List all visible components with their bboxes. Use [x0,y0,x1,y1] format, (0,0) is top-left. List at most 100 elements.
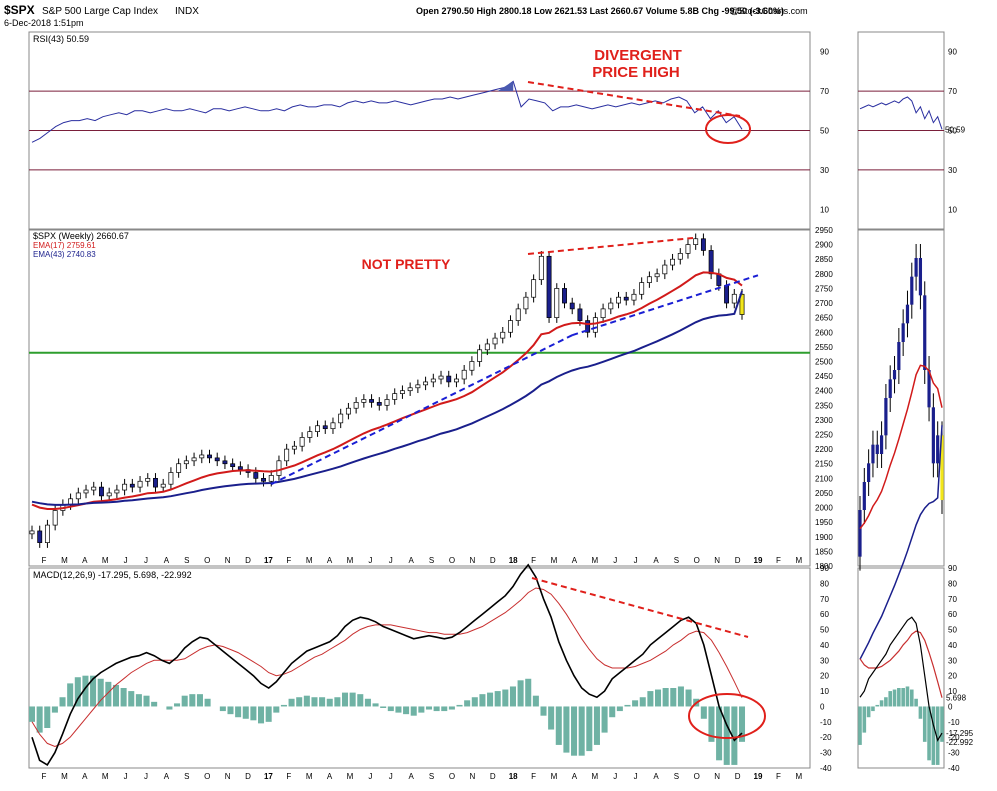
macd-tick-label: 40 [820,641,829,650]
candle-body [114,489,120,494]
price-x-label: O [694,556,700,565]
macd-histogram-bar [174,703,181,707]
macd-histogram-bar [578,706,585,756]
macd-x-label: F [286,772,291,781]
macd-histogram-bar [418,706,425,713]
macd-histogram-bar [624,704,631,707]
macd-histogram-bar [509,686,516,707]
macd-x-label: M [551,772,558,781]
rsi-zoom-tick-label: 90 [948,48,957,57]
macd-histogram-bar [471,697,478,707]
macd-histogram-bar [235,706,242,718]
price-tick-label: 2450 [815,372,833,381]
candle-body [268,475,274,482]
macd-zoom-tick-label: -40 [948,764,960,773]
zoom-macd-histogram-bar [935,706,940,765]
macd-histogram-bar [265,706,272,722]
zoom-macd-histogram-bar [914,698,918,707]
price-x-label: D [245,556,251,565]
candle-body [693,238,699,245]
macd-histogram-bar [311,697,318,707]
macd-tick-label: 80 [820,579,829,588]
macd-histogram-bar [135,694,142,707]
candle-body [99,486,104,497]
macd-x-label: J [124,772,128,781]
ema17-legend: EMA(17) 2759.61 [33,241,96,250]
macd-histogram-bar [219,706,226,712]
macd-histogram-bar [380,706,387,708]
candle-body [700,238,706,251]
macd-histogram-bar [487,692,494,707]
macd-histogram-bar [242,706,249,719]
macd-zoom-tick-label: 20 [948,672,957,681]
macd-zoom-tick-label: -20 [948,733,960,742]
macd-x-label: S [184,772,189,781]
price-x-label: F [776,556,781,565]
rsi-zoom-tick-label: 50 [948,127,957,136]
macd-histogram-bar [258,706,265,724]
macd-x-label: 18 [509,772,518,781]
price-x-label: M [551,556,558,565]
zoom-candle-body [892,370,897,380]
macd-tick-label: 30 [820,656,829,665]
price-x-label: A [164,556,170,565]
macd-histogram-bar [112,684,119,707]
macd-zoom-tick-label: 40 [948,641,957,650]
macd-zoom-tick-label: 70 [948,595,957,604]
zoom-candle-body [940,435,944,501]
candle-body [214,457,220,462]
zoom-candle-body [875,444,879,454]
macd-histogram-bar [204,698,211,707]
macd-x-label: O [204,772,210,781]
macd-histogram-bar [143,695,150,707]
price-x-label: N [470,556,476,565]
zoom-ema43-line [859,425,943,660]
zoom-candle-body [862,482,866,510]
zoom-macd-histogram-bar [931,706,936,765]
candle-body [392,393,398,400]
macd-tick-label: -10 [820,718,832,727]
macd-signal-line [31,587,743,748]
macd-zoom-tick-label: 50 [948,626,957,635]
candle-body [554,288,560,319]
macd-histogram-bar [44,706,51,728]
candle-body [461,369,467,380]
macd-histogram-bar [571,706,578,756]
macd-x-label: M [347,772,354,781]
candle-body [415,384,421,389]
macd-histogram-bar [723,706,730,765]
macd-histogram-bar [670,688,677,707]
price-x-label: N [225,556,231,565]
macd-histogram-bar [74,677,81,707]
zoom-macd-histogram-bar [866,706,871,718]
macd-zoom-tick-label: 30 [948,656,957,665]
macd-x-label: M [795,772,802,781]
candle-body [438,375,444,380]
macd-last-value: -22.992 [946,738,974,747]
macd-histogram-bar [647,691,654,707]
macd-histogram-bar [151,701,158,707]
macd-histogram-bar [387,706,394,712]
macd-histogram-bar [731,706,738,765]
macd-x-label: D [735,772,741,781]
candle-body [153,477,158,488]
candle-body [52,510,58,526]
macd-histogram-bar [105,681,112,707]
candle-body [423,381,429,386]
price-x-label: J [368,556,372,565]
macd-histogram-bar [548,706,555,730]
rsi-title: RSI(43) 50.59 [33,34,89,44]
price-x-label: F [531,556,536,565]
price-tick-label: 1850 [815,547,833,556]
candle-body [29,530,35,535]
price-tick-label: 2000 [815,504,833,513]
macd-histogram-bar [357,694,364,707]
price-tick-label: 2550 [815,343,833,352]
macd-histogram-bar [273,706,280,713]
candle-body [446,375,452,383]
price-x-label: M [102,556,109,565]
zoom-candle-body [923,295,927,370]
zoom-candle-body [918,258,923,296]
rsi-tick-label: 90 [820,48,829,57]
